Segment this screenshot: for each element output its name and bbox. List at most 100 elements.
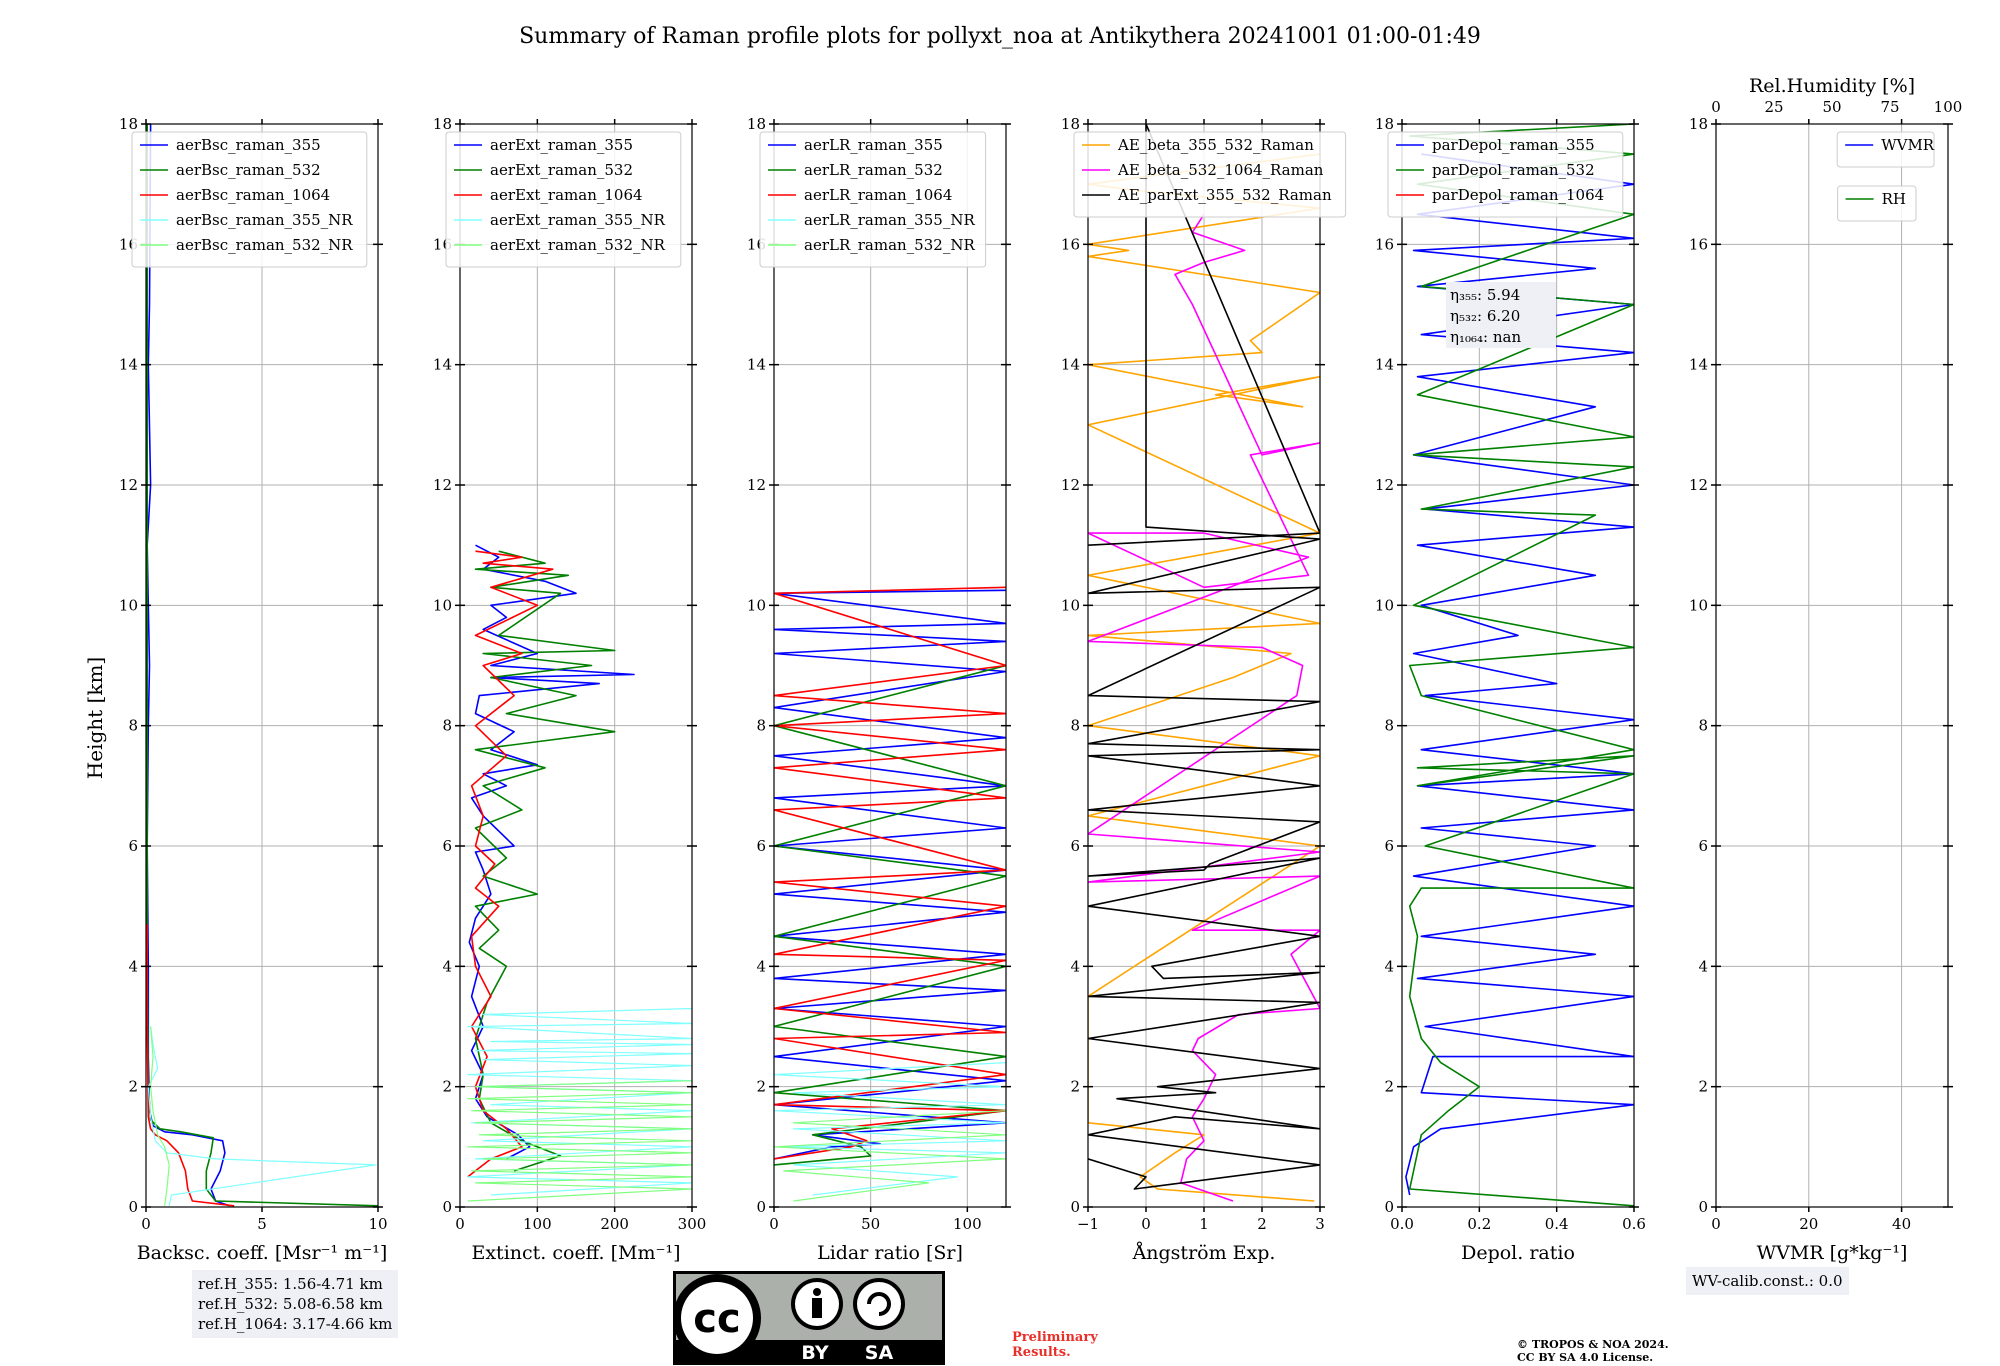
legend-frame bbox=[1073, 131, 1347, 218]
y-tick-label: 14 bbox=[1061, 356, 1080, 374]
ref-h355: ref.H_355: 1.56-4.71 km bbox=[198, 1275, 383, 1293]
copyright-line2: CC BY SA 4.0 License. bbox=[1517, 1351, 1654, 1364]
x-top-axis-label: Rel.Humidity [%] bbox=[1749, 75, 1915, 97]
legend-entry: aerBsc_raman_532_NR bbox=[176, 236, 353, 254]
y-tick-label: 6 bbox=[1698, 837, 1708, 855]
y-tick-label: 4 bbox=[128, 957, 138, 975]
y-tick-label: 16 bbox=[1689, 235, 1708, 253]
legend-secondary: RH bbox=[1837, 185, 1917, 222]
y-tick-label: 6 bbox=[128, 837, 138, 855]
y-tick-label: 18 bbox=[1375, 115, 1394, 133]
cc-circle-inner bbox=[681, 1282, 753, 1354]
y-tick-label: 12 bbox=[1375, 476, 1394, 494]
y-tick-label: 10 bbox=[433, 596, 452, 614]
x-top-tick-label: 50 bbox=[1822, 98, 1841, 116]
y-axis-label: Height [km] bbox=[83, 657, 107, 779]
axes-frame bbox=[459, 123, 693, 1208]
y-tick-label: 0 bbox=[442, 1198, 452, 1216]
legend-entry: aerExt_raman_355 bbox=[490, 136, 633, 154]
legend-entry: aerLR_raman_532 bbox=[804, 161, 943, 179]
series-line-aerLR_raman_355_NR bbox=[774, 1062, 1006, 1196]
series-group bbox=[146, 124, 378, 1207]
legend-entry: AE_parExt_355_532_Raman bbox=[1117, 186, 1332, 204]
legend-entry: RH bbox=[1882, 190, 1906, 208]
y-tick-label: 8 bbox=[1384, 717, 1394, 735]
series-line-aerLR_raman_532_NR bbox=[774, 1110, 1006, 1202]
x-tick-label: 10 bbox=[368, 1215, 387, 1233]
legend-entry: parDepol_raman_532 bbox=[1432, 161, 1595, 179]
series-line-parDepol_raman_532 bbox=[1408, 124, 1634, 1207]
y-tick-label: 12 bbox=[1061, 476, 1080, 494]
y-tick-label: 6 bbox=[756, 837, 766, 855]
y-tick-label: 10 bbox=[119, 596, 138, 614]
cc-mark: cc bbox=[693, 1296, 740, 1342]
preliminary-note: Preliminary Results. bbox=[1012, 1330, 1098, 1360]
x-axis-label: WVMR [g*kg⁻¹] bbox=[1757, 1242, 1908, 1264]
by-label: BY bbox=[801, 1342, 828, 1364]
series-line-aerExt_raman_532_NR bbox=[467, 1080, 692, 1202]
x-tick-label: 50 bbox=[861, 1215, 880, 1233]
series-line-aerBsc_raman_532_NR bbox=[150, 1026, 170, 1206]
legend-entry: parDepol_raman_355 bbox=[1432, 136, 1595, 154]
legend-frame bbox=[131, 131, 368, 268]
series-line-aerExt_raman_532 bbox=[474, 550, 616, 1172]
x-axis-label: Lidar ratio [Sr] bbox=[817, 1242, 963, 1264]
legend-entry: aerLR_raman_355 bbox=[804, 136, 943, 154]
legend-entry: aerExt_raman_355_NR bbox=[490, 211, 666, 229]
sa-icon-arrow bbox=[867, 1292, 891, 1316]
series-line-AE_beta_532_1064_Raman bbox=[1088, 213, 1320, 1202]
wv-calib-box: WV-calib.const.: 0.0 bbox=[1686, 1267, 1849, 1295]
y-tick-label: 2 bbox=[756, 1078, 766, 1096]
series-group bbox=[467, 544, 692, 1202]
axes-frame bbox=[773, 123, 1007, 1208]
series-group bbox=[774, 586, 1006, 1202]
x-tick-label: 0 bbox=[1711, 1215, 1721, 1233]
y-tick-label: 10 bbox=[1689, 596, 1708, 614]
legend-entry: aerLR_raman_1064 bbox=[804, 186, 952, 204]
y-tick-label: 10 bbox=[747, 596, 766, 614]
y-tick-label: 0 bbox=[1070, 1198, 1080, 1216]
series-group bbox=[1088, 124, 1320, 1202]
legend-entry: aerBsc_raman_532 bbox=[176, 161, 321, 179]
series-group bbox=[1405, 124, 1634, 1207]
legend: aerExt_raman_355 aerExt_raman_532 aerExt_r… bbox=[445, 131, 682, 268]
x-tick-label: 0 bbox=[141, 1215, 151, 1233]
x-tick-label: 0 bbox=[1141, 1215, 1151, 1233]
copyright-line1: © TROPOS & NOA 2024. bbox=[1517, 1338, 1669, 1351]
y-tick-label: 12 bbox=[433, 476, 452, 494]
x-tick-label: 2 bbox=[1257, 1215, 1267, 1233]
legend-frame bbox=[1836, 131, 1935, 168]
y-tick-label: 10 bbox=[1375, 596, 1394, 614]
legend-frame bbox=[1837, 185, 1917, 222]
preliminary-line1: Preliminary bbox=[1012, 1330, 1098, 1345]
eta-annotation: η₃₅₅: 5.94 η₅₃₂: 6.20 η₁₀₆₄: nan bbox=[1446, 282, 1556, 348]
x-tick-label: 3 bbox=[1315, 1215, 1325, 1233]
x-tick-label: 40 bbox=[1892, 1215, 1911, 1233]
by-icon-head bbox=[813, 1288, 821, 1296]
sa-icon-inner bbox=[857, 1282, 901, 1326]
x-tick-label: 0.6 bbox=[1622, 1215, 1646, 1233]
legend-entry: aerExt_raman_532 bbox=[490, 161, 633, 179]
x-axis-label: Ångström Exp. bbox=[1132, 1242, 1276, 1264]
legend: AE_beta_355_532_Raman AE_beta_532_1064_Ra… bbox=[1073, 131, 1347, 218]
series-line-aerExt_raman_1064 bbox=[467, 550, 554, 1178]
x-tick-label: 300 bbox=[678, 1215, 707, 1233]
legend: parDepol_raman_355 parDepol_raman_532 parD… bbox=[1387, 131, 1624, 218]
eta-annotation-line: η₁₀₆₄: nan bbox=[1450, 328, 1521, 346]
y-tick-label: 0 bbox=[1384, 1198, 1394, 1216]
y-tick-label: 4 bbox=[1698, 957, 1708, 975]
y-tick-label: 2 bbox=[1070, 1078, 1080, 1096]
y-tick-label: 12 bbox=[1689, 476, 1708, 494]
legend: WVMR bbox=[1836, 131, 1935, 168]
eta-annotation-line: η₅₃₂: 6.20 bbox=[1450, 307, 1520, 325]
sa-label: SA bbox=[865, 1342, 894, 1364]
x-axis-label: Backsc. coeff. [Msr⁻¹ m⁻¹] bbox=[137, 1242, 388, 1264]
legend-entry: WVMR bbox=[1881, 136, 1935, 154]
x-tick-label: 1 bbox=[1199, 1215, 1209, 1233]
y-tick-label: 14 bbox=[1375, 356, 1394, 374]
y-tick-label: 6 bbox=[442, 837, 452, 855]
x-tick-label: 100 bbox=[953, 1215, 982, 1233]
